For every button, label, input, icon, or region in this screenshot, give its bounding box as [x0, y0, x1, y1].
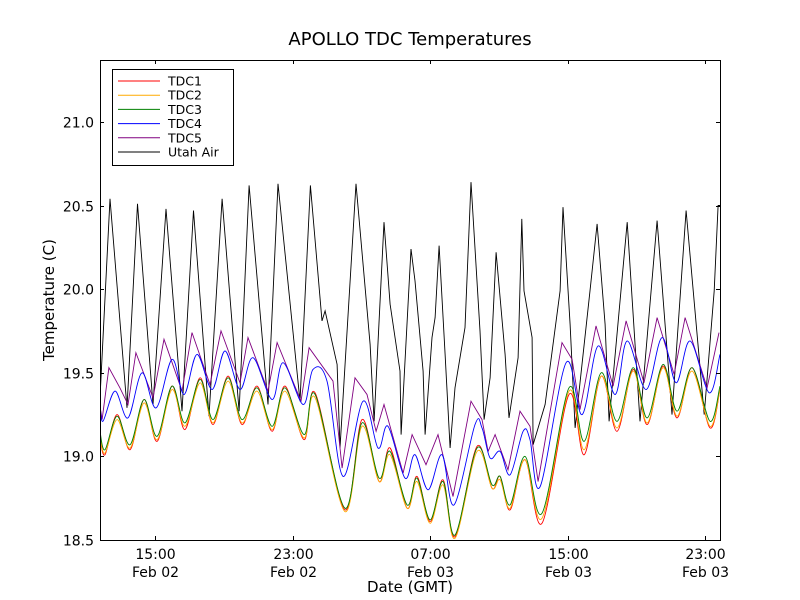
x-axis-label: Date (GMT): [367, 578, 453, 596]
x-tick-label-time: 15:00: [548, 547, 588, 563]
legend-label: TDC2: [167, 88, 202, 103]
legend-label: TDC5: [167, 130, 202, 145]
x-tick-label-time: 23:00: [273, 547, 313, 563]
x-tick-label-date: Feb 03: [545, 565, 592, 581]
legend-label: TDC4: [167, 116, 202, 131]
legend-item-tdc2: TDC2: [118, 88, 202, 103]
x-tick-label-date: Feb 02: [270, 565, 317, 581]
x-tick-label-date: Feb 03: [682, 565, 729, 581]
x-tick-label-date: Feb 02: [132, 565, 179, 581]
legend-item-utah-air: Utah Air: [118, 145, 220, 160]
series-layer: [100, 182, 720, 539]
series-line-tdc3: [100, 363, 720, 536]
x-tick-label-time: 15:00: [135, 547, 175, 563]
legend-label: Utah Air: [168, 145, 220, 160]
legend-label: TDC3: [167, 102, 202, 117]
plot-frame: [100, 60, 721, 541]
series-line-utah-air: [100, 182, 720, 449]
y-axis-label: Temperature (C): [40, 239, 58, 362]
series-line-tdc2: [100, 367, 720, 539]
legend-frame: [112, 69, 234, 166]
x-axis: 15:00 Feb 02 23:00 Feb 02 07:00 Feb 03 15:00 Fe…: [132, 60, 729, 581]
x-tick-label-date: Feb 03: [407, 565, 454, 581]
y-axis: 18.5 19.0 19.5 20.0 20.5 21.0: [63, 116, 720, 550]
y-tick-label: 20.0: [63, 283, 94, 299]
legend-item-tdc5: TDC5: [118, 130, 202, 145]
y-tick-label: 21.0: [63, 116, 94, 132]
y-tick-label: 19.0: [63, 450, 94, 466]
y-tick-label: 20.5: [63, 200, 94, 216]
legend-item-tdc4: TDC4: [118, 116, 202, 131]
legend-item-tdc1: TDC1: [118, 74, 202, 89]
series-line-tdc4: [100, 337, 720, 506]
x-tick-label-time: 23:00: [685, 547, 725, 563]
chart-title: APOLLO TDC Temperatures: [288, 29, 531, 50]
legend-item-tdc3: TDC3: [118, 102, 202, 117]
y-tick-label: 18.5: [63, 534, 94, 550]
legend-label: TDC1: [167, 74, 202, 89]
x-tick-label-time: 07:00: [410, 547, 450, 563]
y-tick-label: 19.5: [63, 367, 94, 383]
